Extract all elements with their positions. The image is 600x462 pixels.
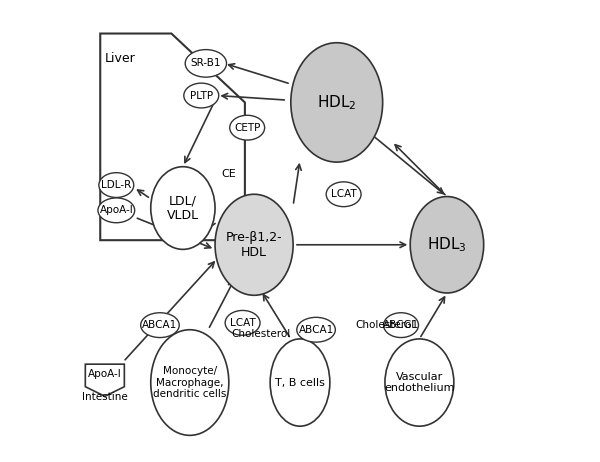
Ellipse shape (99, 173, 134, 197)
Ellipse shape (151, 330, 229, 435)
Ellipse shape (270, 339, 330, 426)
Text: LCAT: LCAT (230, 318, 256, 328)
Ellipse shape (151, 167, 215, 249)
Text: ApoA-I: ApoA-I (100, 205, 133, 215)
Text: Liver: Liver (105, 52, 136, 65)
Text: LDL/
VLDL: LDL/ VLDL (167, 194, 199, 222)
Ellipse shape (184, 83, 219, 108)
Text: ApoA-I: ApoA-I (88, 369, 122, 379)
Ellipse shape (230, 116, 265, 140)
Text: CETP: CETP (234, 123, 260, 133)
Ellipse shape (225, 310, 260, 335)
Text: ABCA1: ABCA1 (142, 320, 178, 330)
Text: Intestine: Intestine (82, 392, 128, 402)
Text: Pre-β1,2-
HDL: Pre-β1,2- HDL (226, 231, 283, 259)
Ellipse shape (215, 194, 293, 295)
Ellipse shape (185, 49, 227, 77)
Text: Cholesterol: Cholesterol (355, 320, 415, 330)
Ellipse shape (410, 196, 484, 293)
Text: CE: CE (221, 169, 236, 179)
Text: T, B cells: T, B cells (275, 377, 325, 388)
Text: HDL$_2$: HDL$_2$ (317, 93, 356, 112)
Text: PLTP: PLTP (190, 91, 213, 101)
Ellipse shape (383, 313, 418, 338)
Text: Monocyte/
Macrophage,
dendritic cells: Monocyte/ Macrophage, dendritic cells (153, 366, 226, 399)
Text: LDL-R: LDL-R (101, 180, 131, 190)
PathPatch shape (85, 364, 124, 396)
Text: LCAT: LCAT (331, 189, 356, 199)
Text: Cholesterol: Cholesterol (232, 329, 290, 339)
Ellipse shape (326, 182, 361, 207)
Text: ABCG1: ABCG1 (383, 320, 419, 330)
Ellipse shape (140, 313, 179, 338)
Ellipse shape (98, 198, 134, 223)
Ellipse shape (385, 339, 454, 426)
Text: ABCA1: ABCA1 (298, 325, 334, 335)
Text: SR-B1: SR-B1 (191, 58, 221, 68)
Ellipse shape (297, 317, 335, 342)
Text: HDL$_3$: HDL$_3$ (427, 236, 467, 254)
Text: Vascular
endothelium: Vascular endothelium (384, 372, 455, 393)
Ellipse shape (291, 43, 383, 162)
